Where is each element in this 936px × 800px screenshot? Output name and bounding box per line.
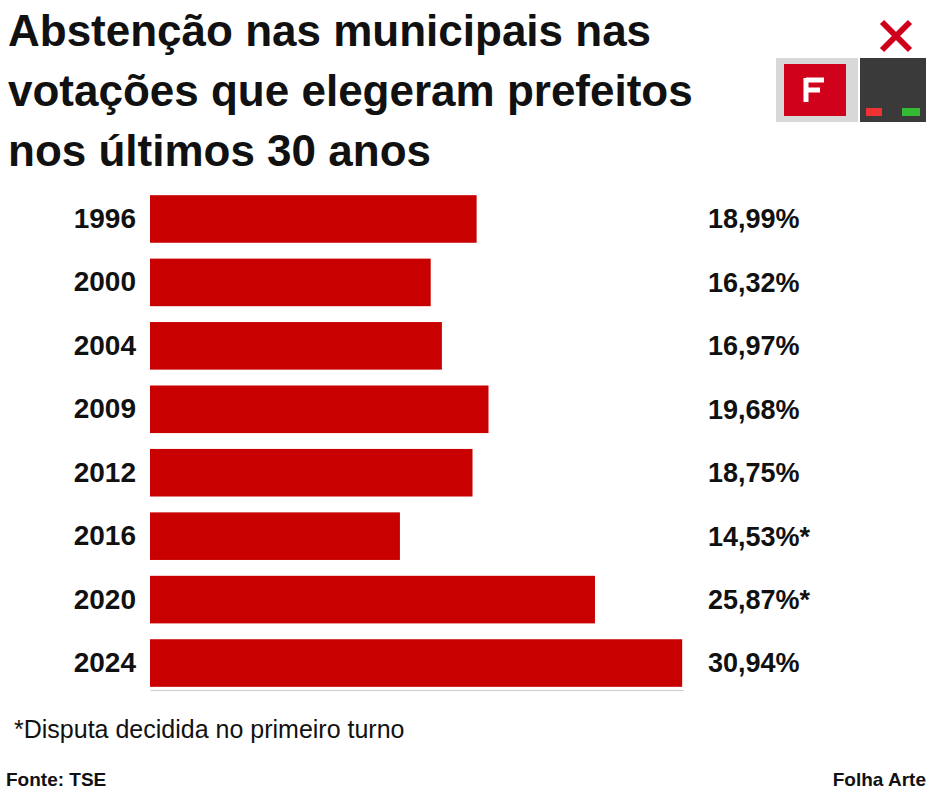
chart: Abstenção nas municipais nas votações que… bbox=[0, 0, 936, 800]
bar bbox=[150, 385, 488, 433]
title-line: Abstenção nas municipais nas bbox=[8, 6, 651, 55]
footnote: *Disputa decidida no primeiro turno bbox=[14, 715, 405, 743]
logo-key bbox=[902, 108, 920, 116]
logo-mark bbox=[806, 78, 824, 102]
data-label: 16,32% bbox=[708, 268, 800, 298]
bar bbox=[150, 259, 431, 307]
data-label: 30,94% bbox=[708, 648, 800, 678]
bar bbox=[150, 322, 442, 370]
data-label: 18,99% bbox=[708, 204, 800, 234]
y-axis: 1996 2000 2004 2009 2012 2016 2020 2024 bbox=[74, 203, 150, 678]
bar bbox=[150, 576, 595, 624]
data-label: 25,87%* bbox=[708, 585, 811, 615]
data-labels: 18,99% 16,32% 16,97% 19,68% 18,75% 14,53%* 25,… bbox=[708, 204, 811, 678]
bars bbox=[150, 195, 682, 687]
y-tick: 2016 bbox=[74, 520, 150, 551]
y-tick-label: 2009 bbox=[74, 393, 136, 424]
y-tick: 2009 bbox=[74, 393, 150, 424]
y-tick-label: 2012 bbox=[74, 457, 136, 488]
bar bbox=[150, 512, 400, 560]
logo-red bbox=[784, 64, 846, 116]
y-tick-label: 2000 bbox=[74, 266, 136, 297]
data-label: 14,53%* bbox=[708, 522, 811, 552]
logo bbox=[776, 22, 926, 122]
y-tick: 2000 bbox=[74, 266, 150, 297]
y-tick-label: 2020 bbox=[74, 584, 136, 615]
credit: Folha Arte bbox=[833, 769, 926, 790]
data-label: 19,68% bbox=[708, 395, 800, 425]
y-tick: 2020 bbox=[74, 584, 150, 615]
bar bbox=[150, 449, 473, 497]
title: Abstenção nas municipais nas votações que… bbox=[8, 6, 693, 175]
y-tick-label: 2004 bbox=[74, 330, 137, 361]
x-axis bbox=[151, 690, 684, 691]
source: Fonte: TSE bbox=[6, 769, 106, 790]
logo-bg bbox=[776, 58, 858, 122]
logo-key bbox=[866, 108, 882, 116]
y-tick-label: 2024 bbox=[74, 647, 137, 678]
y-tick: 2012 bbox=[74, 457, 150, 488]
title-line: nos últimos 30 anos bbox=[8, 126, 431, 175]
y-tick-label: 1996 bbox=[74, 203, 136, 234]
y-tick: 1996 bbox=[74, 203, 150, 234]
logo-x bbox=[882, 22, 910, 50]
y-tick-label: 2016 bbox=[74, 520, 136, 551]
bar bbox=[150, 639, 682, 687]
logo-urn bbox=[860, 58, 926, 122]
data-label: 16,97% bbox=[708, 331, 800, 361]
data-label: 18,75% bbox=[708, 458, 800, 488]
y-tick: 2024 bbox=[74, 647, 150, 678]
x-axis-line bbox=[151, 690, 684, 691]
bar bbox=[150, 195, 477, 243]
y-tick: 2004 bbox=[74, 330, 150, 361]
title-line: votações que elegeram prefeitos bbox=[8, 66, 693, 115]
